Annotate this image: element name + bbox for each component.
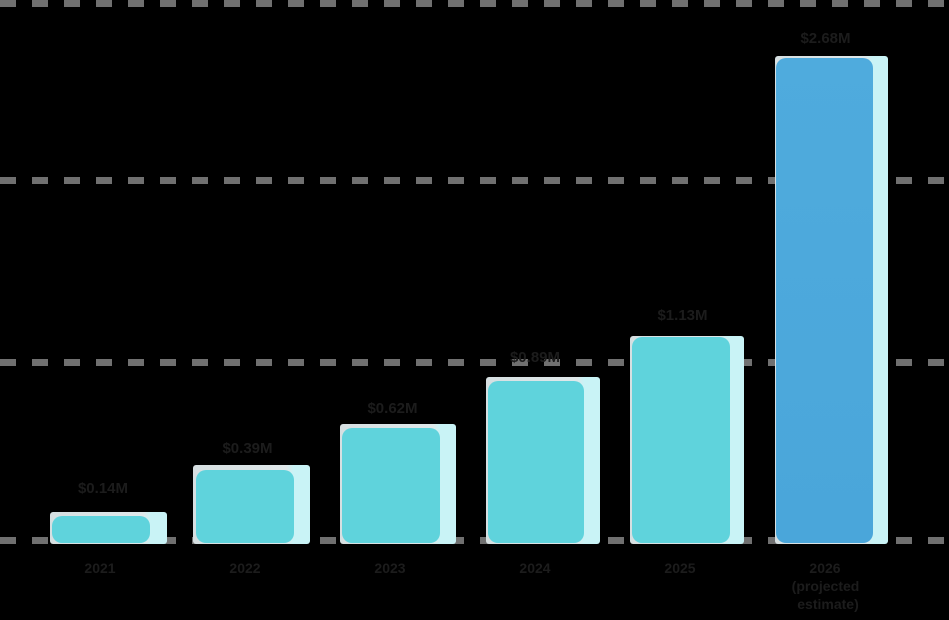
category-label: 2026 <box>809 560 841 576</box>
gridline-1 <box>0 359 949 366</box>
category-sub-label: estimate) <box>797 596 859 612</box>
bar-fill <box>52 516 150 543</box>
bar-value-label: $0.39M <box>222 440 273 457</box>
bar-value-label: $0.89M <box>509 349 561 366</box>
category-label: 2025 <box>664 560 696 576</box>
category-label: 2023 <box>374 560 406 576</box>
bar-fill <box>776 58 873 543</box>
bar-value-label: $2.68M <box>800 30 851 47</box>
bar-fill <box>488 381 584 543</box>
bar-value-label: $1.13M <box>657 307 708 324</box>
bar-value-label: $0.14M <box>77 480 129 497</box>
category-label: 2024 <box>519 560 551 576</box>
bar-fill <box>632 337 730 543</box>
category-sub-label: (projected <box>791 578 860 594</box>
gridline-2 <box>0 177 949 184</box>
gridline-3 <box>0 0 949 7</box>
category-label: 2021 <box>84 560 116 576</box>
bar-fill <box>196 470 294 543</box>
bar-fill <box>342 428 440 543</box>
gridline-0-baseline <box>0 537 949 544</box>
category-label: 2022 <box>229 560 261 576</box>
bar-value-label: $0.62M <box>367 400 418 417</box>
